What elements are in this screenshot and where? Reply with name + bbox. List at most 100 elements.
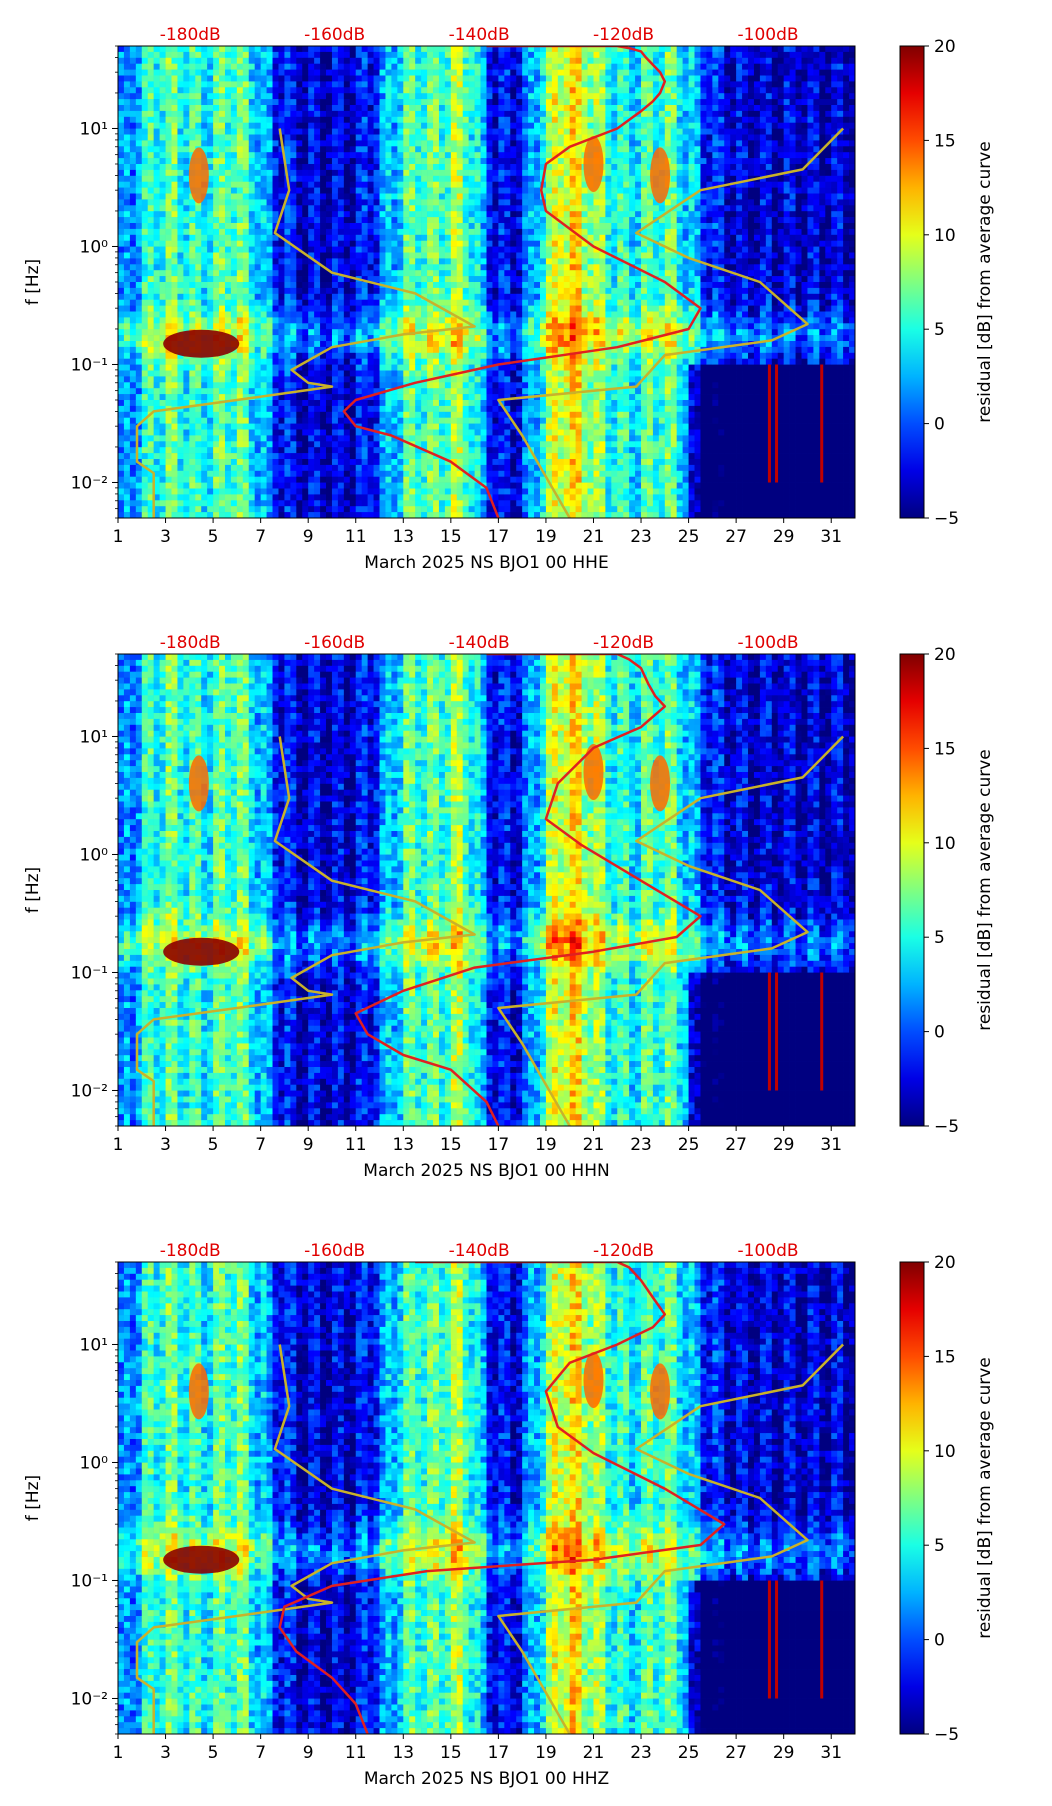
heatmap-cell (260, 169, 267, 177)
heatmap-cell (260, 223, 267, 230)
heatmap-cell (397, 341, 404, 348)
heatmap-cell (207, 205, 214, 212)
heatmap-cell (230, 252, 238, 259)
heatmap-cell (248, 358, 255, 365)
heatmap-cell (331, 187, 339, 194)
heatmap-cell (224, 46, 232, 53)
heatmap-cell (207, 46, 214, 53)
heatmap-cell (337, 116, 345, 123)
heatmap-cell (189, 105, 196, 112)
heatmap-cell (427, 158, 434, 165)
heatmap-cell (397, 417, 404, 424)
heatmap-cell (373, 264, 380, 271)
heatmap-cell (480, 110, 487, 118)
heatmap-cell (272, 500, 279, 507)
heatmap-cell (314, 276, 321, 283)
heatmap-cell (415, 46, 422, 53)
heatmap-cell (224, 270, 232, 277)
heatmap-cell (177, 364, 184, 371)
heatmap-cell (266, 169, 273, 177)
heatmap-cell (456, 382, 464, 389)
heatmap-cell (272, 299, 279, 306)
heatmap-cell (385, 187, 392, 194)
heatmap-cell (224, 305, 232, 312)
heatmap-cell (433, 346, 440, 354)
heatmap-cell (480, 382, 487, 389)
heatmap-cell (230, 234, 238, 241)
heatmap-cell (438, 164, 446, 171)
heatmap-cell (320, 311, 327, 318)
heatmap-cell (248, 453, 255, 460)
heatmap-cell (266, 105, 273, 112)
heatmap-cell (409, 51, 416, 59)
heatmap-cell (171, 317, 178, 324)
heatmap-cell (355, 500, 362, 507)
heatmap-cell (320, 205, 327, 212)
heatmap-cell (468, 405, 475, 413)
heatmap-cell (201, 258, 208, 265)
heatmap-cell (462, 341, 469, 348)
heatmap-cell (159, 311, 166, 318)
heatmap-cell (141, 447, 149, 454)
heatmap-cell (183, 447, 190, 454)
heatmap-cell (147, 376, 154, 383)
heatmap-cell (242, 99, 250, 106)
heatmap-cell (373, 228, 380, 236)
heatmap-cell (421, 223, 428, 230)
heatmap-cell (468, 164, 475, 171)
heatmap-cell (444, 276, 452, 283)
heatmap-cell (355, 335, 362, 342)
heatmap-cell (320, 423, 327, 430)
heatmap-cell (403, 63, 410, 70)
heatmap-cell (450, 199, 458, 206)
heatmap-cell (361, 57, 368, 64)
heatmap-cell (474, 169, 481, 177)
heatmap-cell (236, 252, 244, 259)
heatmap-cell (171, 417, 178, 424)
heatmap-cell (296, 240, 303, 247)
heatmap-cell (468, 169, 475, 177)
heatmap-cell (224, 122, 232, 129)
heatmap-cell (355, 447, 362, 454)
heatmap-cell (444, 464, 452, 472)
heatmap-cell (230, 158, 238, 165)
heatmap-cell (480, 105, 487, 112)
heatmap-cell (486, 46, 493, 53)
heatmap-cell (135, 99, 143, 106)
heatmap-cell (230, 512, 238, 518)
heatmap-cell (444, 394, 452, 401)
heatmap-cell (320, 287, 327, 295)
heatmap-cell (373, 152, 380, 159)
heatmap-cell (129, 99, 137, 106)
heatmap-cell (141, 394, 149, 401)
heatmap-cell (385, 110, 392, 118)
heatmap-cell (207, 441, 214, 448)
heatmap-cell (391, 470, 398, 477)
heatmap-cell (379, 211, 386, 218)
heatmap-cell (159, 400, 166, 407)
heatmap-cell (397, 429, 404, 436)
heatmap-cell (450, 116, 458, 123)
heatmap-cell (474, 317, 481, 324)
heatmap-cell (433, 388, 440, 395)
heatmap-cell (207, 240, 214, 247)
heatmap-cell (254, 258, 261, 265)
heatmap-cell (183, 464, 190, 472)
heatmap-cell (296, 500, 303, 507)
heatmap-cell (385, 63, 392, 70)
heatmap-cell (462, 246, 469, 253)
heatmap-cell (438, 128, 446, 135)
heatmap-cell (153, 169, 160, 177)
heatmap-cell (260, 158, 267, 165)
heatmap-cell (195, 299, 202, 306)
heatmap-cell (272, 264, 279, 271)
heatmap-cell (242, 193, 250, 200)
heatmap-cell (141, 429, 149, 436)
heatmap-cell (189, 217, 196, 224)
heatmap-cell (331, 46, 339, 53)
heatmap-cell (236, 435, 244, 442)
heatmap-cell (153, 293, 160, 300)
heatmap-cell (349, 441, 357, 448)
heatmap-cell (450, 211, 458, 218)
heatmap-cell (427, 464, 434, 472)
